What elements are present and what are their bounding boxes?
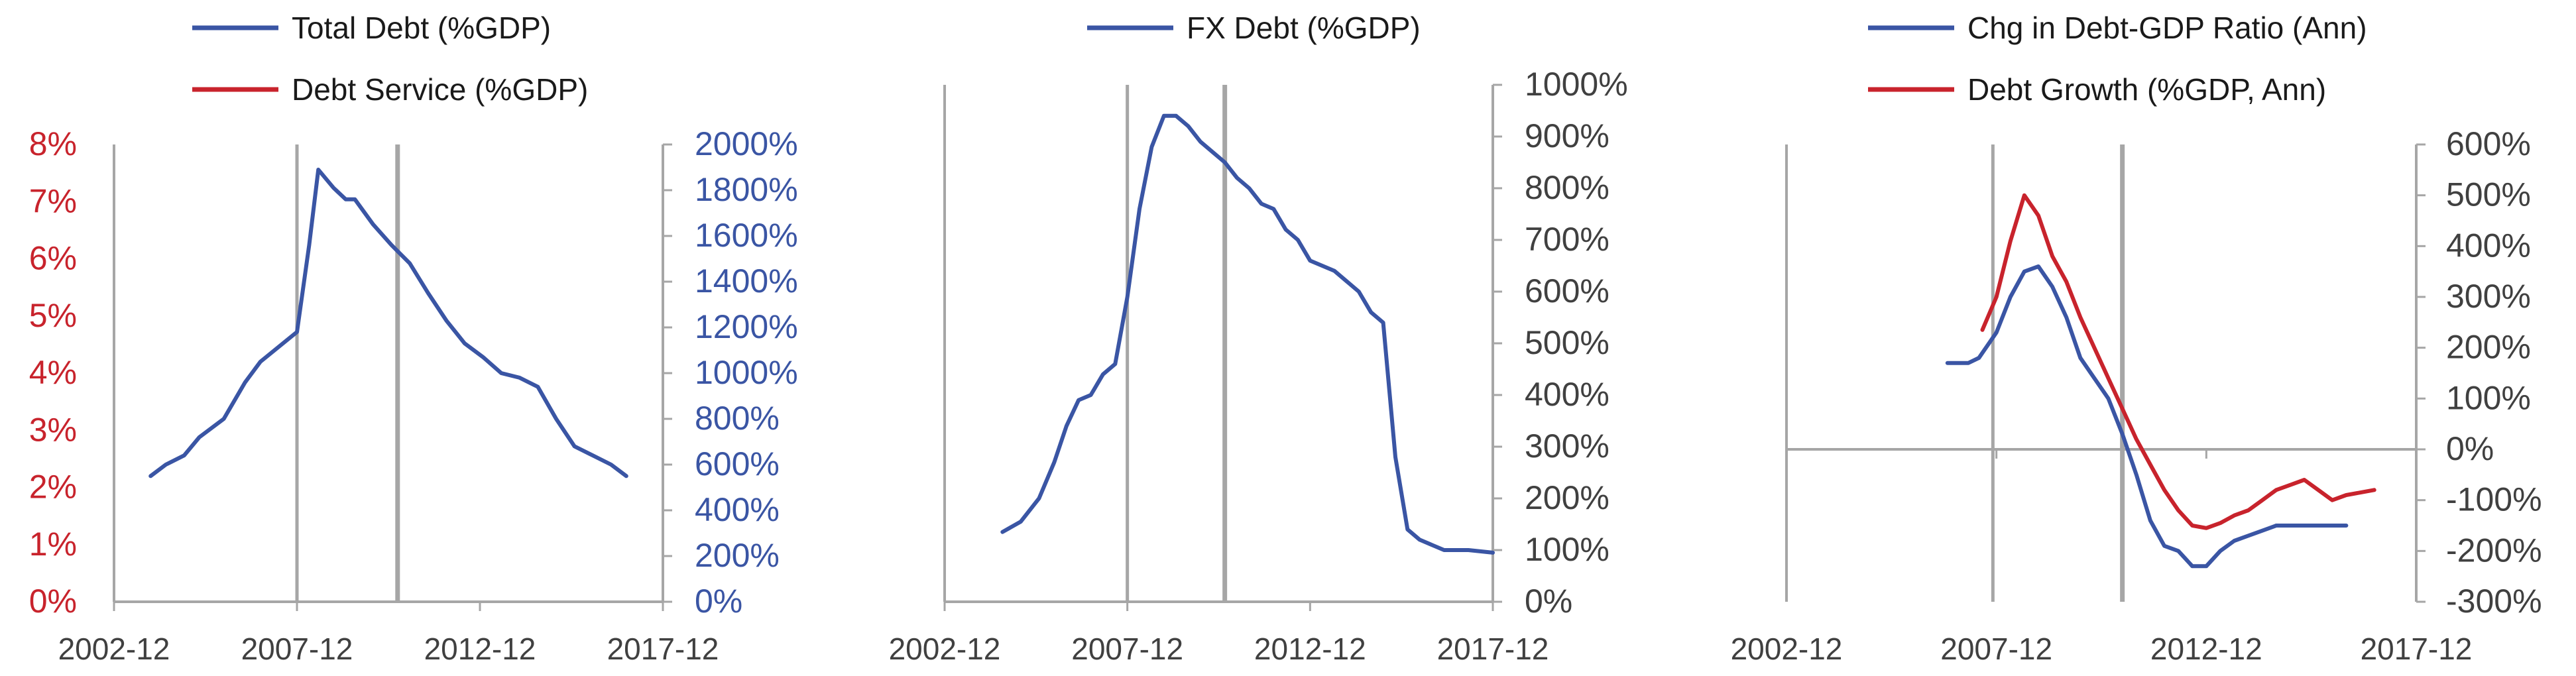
x-tick-label: 2012-12 xyxy=(1254,632,1366,666)
x-tick-label: 2007-12 xyxy=(1071,632,1183,666)
x-tick-label: 2017-12 xyxy=(2361,632,2473,666)
series-line-fx-debt-gdp xyxy=(1000,113,1495,555)
y-left-tick-label: 7% xyxy=(29,182,77,219)
y-right-tick-label: -100% xyxy=(2446,481,2542,518)
chart1: 2002-12 2007-12 2012-12 2017-12 0% 200% 400% 60… xyxy=(29,11,798,666)
y-left-tick-label: 8% xyxy=(29,125,77,162)
y-right-tick-label: 0% xyxy=(2446,430,2494,467)
y-right-tick-label: 600% xyxy=(695,445,780,482)
y-right-tick-label: 400% xyxy=(2446,227,2531,264)
y-right-tick-label: 300% xyxy=(1525,427,1610,465)
y-right-tick-label: 200% xyxy=(695,537,780,574)
y-right-tick-label: 0% xyxy=(1525,583,1572,620)
y-right-tick-label: 1600% xyxy=(695,217,798,254)
y-right-tick-label: 1000% xyxy=(695,354,798,391)
y-left-tick-label: 5% xyxy=(29,297,77,334)
y-right-tick-label: 800% xyxy=(695,400,780,437)
series-line-chg-in-debt-gdp-ratio-ann xyxy=(1945,264,2349,569)
legend-label: Debt Service (%GDP) xyxy=(292,72,588,107)
y-right-tick-label: 800% xyxy=(1525,169,1610,206)
x-tick-label: 2002-12 xyxy=(1731,632,1843,666)
y-right-tick-label: 600% xyxy=(1525,272,1610,310)
x-tick-label: 2012-12 xyxy=(2150,632,2262,666)
y-right-tick-label: 2000% xyxy=(695,125,798,162)
y-right-tick-label: -300% xyxy=(2446,583,2542,620)
x-tick-label: 2017-12 xyxy=(607,632,719,666)
y-left-tick-label: 1% xyxy=(29,526,77,563)
legend-label: FX Debt (%GDP) xyxy=(1187,11,1421,45)
y-right-tick-label: 500% xyxy=(1525,324,1610,361)
x-tick-label: 2002-12 xyxy=(58,632,170,666)
series-line-total-debt-gdp xyxy=(148,168,628,479)
y-right-tick-label: 300% xyxy=(2446,278,2531,315)
x-tick-label: 2007-12 xyxy=(241,632,353,666)
x-tick-label: 2002-12 xyxy=(889,632,1001,666)
y-left-tick-label: 0% xyxy=(29,583,77,620)
y-right-tick-label: 1800% xyxy=(695,171,798,208)
y-right-tick-label: 400% xyxy=(1525,376,1610,413)
y-right-tick-label: 700% xyxy=(1525,221,1610,258)
y-right-tick-label: 0% xyxy=(695,583,742,620)
y-left-tick-label: 2% xyxy=(29,469,77,506)
y-right-tick-label: 500% xyxy=(2446,176,2531,213)
legend-label: Chg in Debt-GDP Ratio (Ann) xyxy=(1967,11,2367,45)
y-right-tick-label: 1200% xyxy=(695,308,798,345)
chart2: 2002-12 2007-12 2012-12 2017-12 0% 100% 200% 30… xyxy=(889,11,1628,666)
series-line-debt-growth-gdp-ann xyxy=(1980,193,2376,530)
legend-label: Debt Growth (%GDP, Ann) xyxy=(1967,72,2326,107)
x-tick-label: 2012-12 xyxy=(424,632,536,666)
y-left-tick-label: 3% xyxy=(29,411,77,448)
y-right-tick-label: 600% xyxy=(2446,125,2531,162)
y-right-tick-label: 100% xyxy=(2446,379,2531,416)
x-tick-label: 2017-12 xyxy=(1437,632,1549,666)
y-right-tick-label: 100% xyxy=(1525,531,1610,568)
y-left-tick-label: 6% xyxy=(29,240,77,277)
y-right-tick-label: 1000% xyxy=(1525,66,1628,103)
y-right-tick-label: 200% xyxy=(1525,479,1610,516)
y-right-tick-label: -200% xyxy=(2446,532,2542,569)
y-right-tick-label: 200% xyxy=(2446,329,2531,366)
y-right-tick-label: 1400% xyxy=(695,262,798,300)
legend-label: Total Debt (%GDP) xyxy=(292,11,551,45)
y-right-tick-label: 900% xyxy=(1525,117,1610,154)
y-right-tick-label: 400% xyxy=(695,491,780,528)
x-tick-label: 2007-12 xyxy=(1940,632,2052,666)
y-left-tick-label: 4% xyxy=(29,354,77,391)
chart3: 2002-12 2007-12 2012-12 2017-12 -300% -200% -1… xyxy=(1731,11,2542,666)
